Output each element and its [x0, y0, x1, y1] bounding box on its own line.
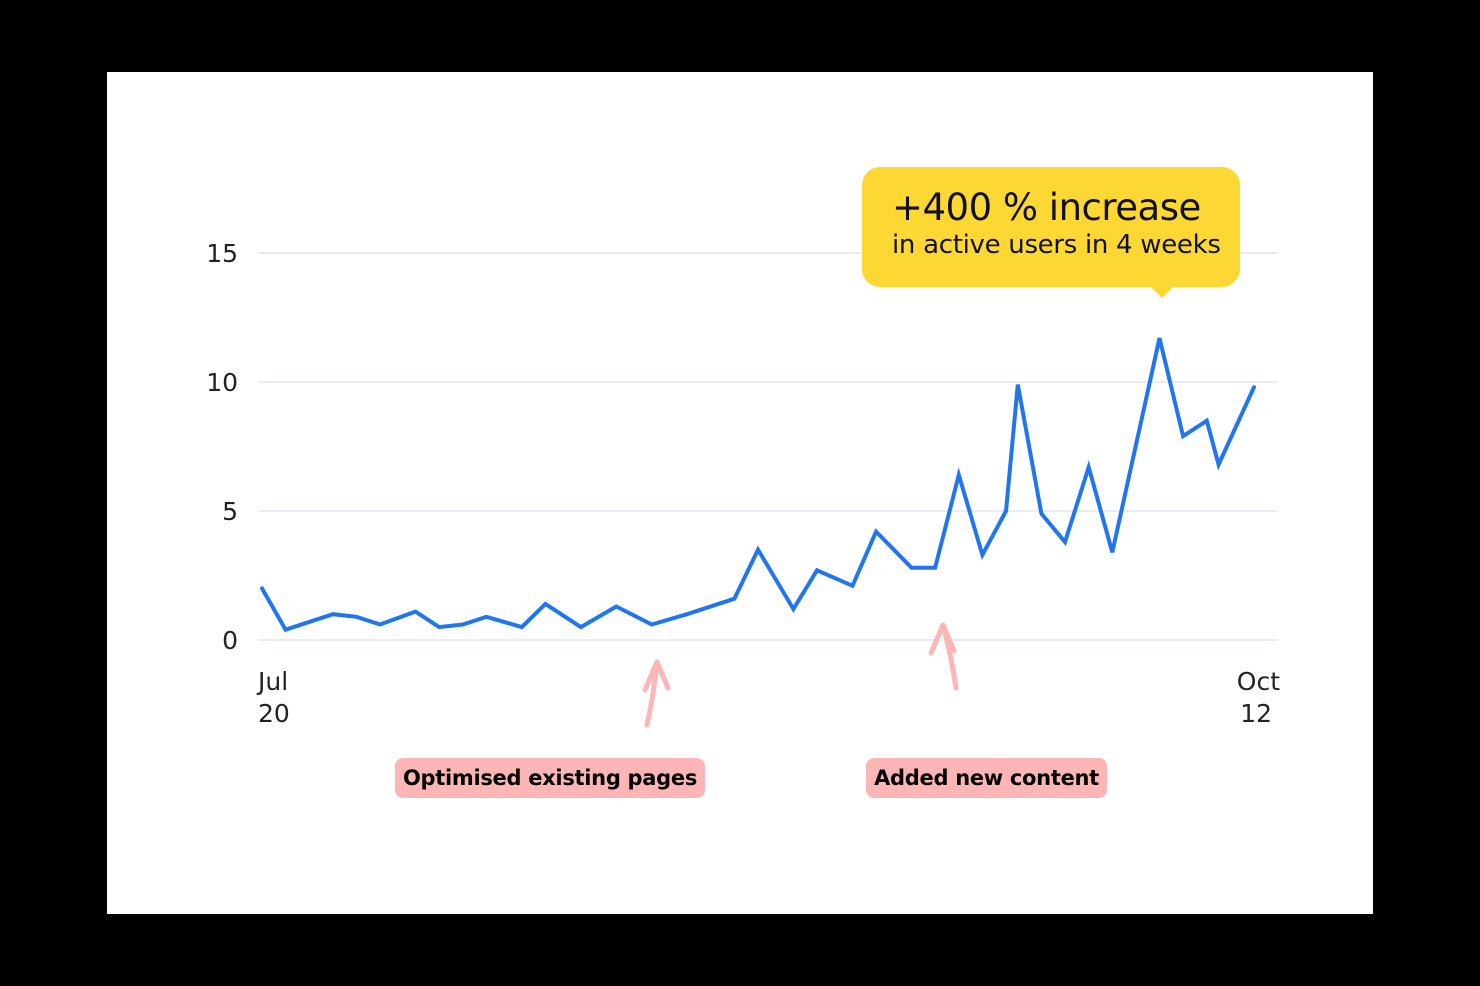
- y-tick-label: 0: [222, 626, 238, 655]
- chart-card: 0 5 10 15 Jul 20 Oct 12 +400 % increase in acti…: [107, 72, 1373, 914]
- x-tick-label: 20: [258, 699, 290, 728]
- x-tick-label: 12: [1240, 699, 1272, 728]
- annotation-optimised-pages: Optimised existing pages: [395, 758, 705, 798]
- arrow-icon: [642, 659, 671, 728]
- callout-headline: +400 % increase: [892, 186, 1201, 229]
- y-tick-label: 15: [206, 239, 238, 268]
- x-tick-label: Oct: [1237, 667, 1280, 696]
- increase-callout: +400 % increase in active users in 4 wee…: [862, 167, 1240, 298]
- annotation-added-content: Added new content: [866, 758, 1107, 798]
- series-line: [260, 337, 1256, 633]
- y-tick-label: 10: [206, 368, 238, 397]
- callout-subtext: in active users in 4 weeks: [892, 230, 1221, 260]
- x-tick-label: Jul: [256, 667, 288, 696]
- arrow-icon: [928, 622, 959, 691]
- y-tick-label: 5: [222, 497, 238, 526]
